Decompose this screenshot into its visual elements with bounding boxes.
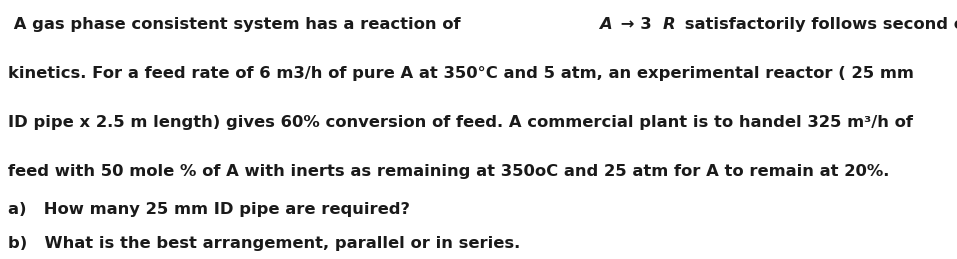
Text: R: R [662, 17, 675, 32]
Text: satisfactorily follows second order: satisfactorily follows second order [679, 17, 957, 32]
Text: kinetics. For a feed rate of 6 m3/h of pure A at 350°C and 5 atm, an experimenta: kinetics. For a feed rate of 6 m3/h of p… [8, 66, 914, 81]
Text: A gas phase consistent system has a reaction of: A gas phase consistent system has a reac… [8, 17, 466, 32]
Text: a)   How many 25 mm ID pipe are required?: a) How many 25 mm ID pipe are required? [8, 202, 410, 217]
Text: b)   What is the best arrangement, parallel or in series.: b) What is the best arrangement, paralle… [8, 236, 520, 251]
Text: feed with 50 mole % of A with inerts as remaining at 350oC and 25 atm for A to r: feed with 50 mole % of A with inerts as … [8, 164, 889, 179]
Text: ID pipe x 2.5 m length) gives 60% conversion of feed. A commercial plant is to h: ID pipe x 2.5 m length) gives 60% conver… [8, 115, 913, 130]
Text: → 3: → 3 [615, 17, 652, 32]
Text: A: A [599, 17, 612, 32]
